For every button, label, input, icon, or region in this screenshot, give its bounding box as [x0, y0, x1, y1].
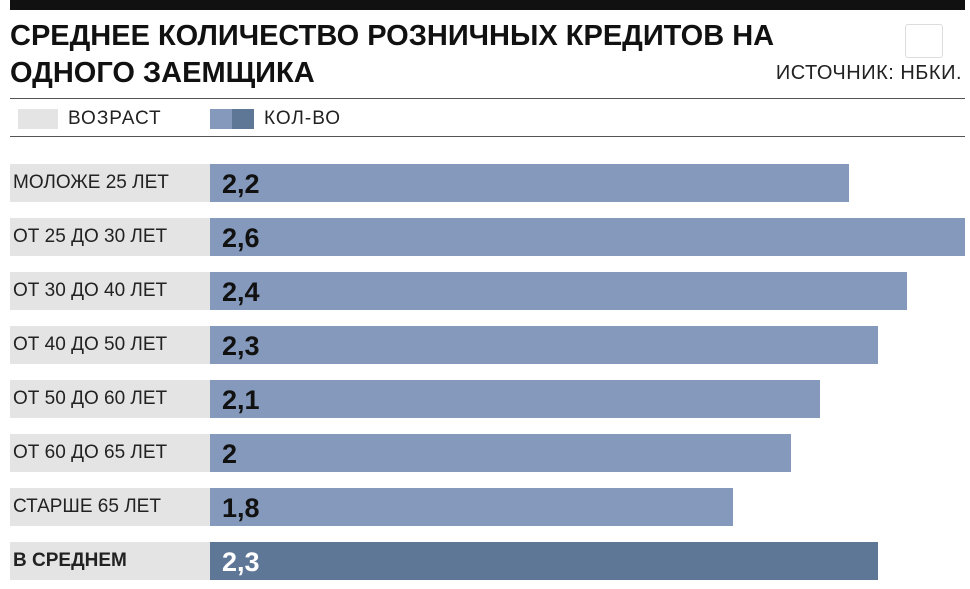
category-label: ОТ 40 ДО 50 ЛЕТ: [10, 326, 210, 364]
value-label: 2,3: [222, 547, 260, 577]
category-label: СТАРШЕ 65 ЛЕТ: [10, 488, 210, 526]
value-label: 2,6: [222, 223, 260, 253]
bar: [210, 542, 878, 580]
value-label: 1,8: [222, 493, 260, 523]
category-label: В СРЕДНЕМ: [10, 542, 210, 580]
top-rule: [10, 0, 965, 10]
bar: [210, 218, 965, 256]
legend-label: КОЛ-ВО: [264, 108, 342, 129]
bar: [210, 164, 849, 202]
value-label: 2: [222, 439, 238, 469]
category-label: ОТ 25 ДО 30 ЛЕТ: [10, 218, 210, 256]
value-label: 2,4: [222, 277, 260, 307]
legend-swatch: [210, 109, 254, 129]
rule: [10, 98, 965, 99]
value-label: 2,1: [222, 385, 260, 415]
category-label: ОТ 50 ДО 60 ЛЕТ: [10, 380, 210, 418]
category-label: МОЛОЖЕ 25 ЛЕТ: [10, 164, 210, 202]
chart-title: СРЕДНЕЕ КОЛИЧЕСТВО РОЗНИЧНЫХ КРЕДИТОВ НА…: [10, 20, 775, 89]
value-label: 2,3: [222, 331, 260, 361]
category-label: ОТ 60 ДО 65 ЛЕТ: [10, 434, 210, 472]
rule: [10, 136, 965, 137]
category-label: ОТ 30 ДО 40 ЛЕТ: [10, 272, 210, 310]
legend-swatch: [18, 109, 58, 129]
value-label: 2,2: [222, 169, 260, 199]
legend-label: ВОЗРАСТ: [68, 108, 162, 129]
bar: [210, 488, 733, 526]
bar: [210, 380, 820, 418]
bar: [210, 272, 907, 310]
source: ИСТОЧНИК: НБКИ.: [775, 62, 962, 84]
expand-icon[interactable]: [905, 24, 943, 58]
bar: [210, 326, 878, 364]
bar: [210, 434, 791, 472]
